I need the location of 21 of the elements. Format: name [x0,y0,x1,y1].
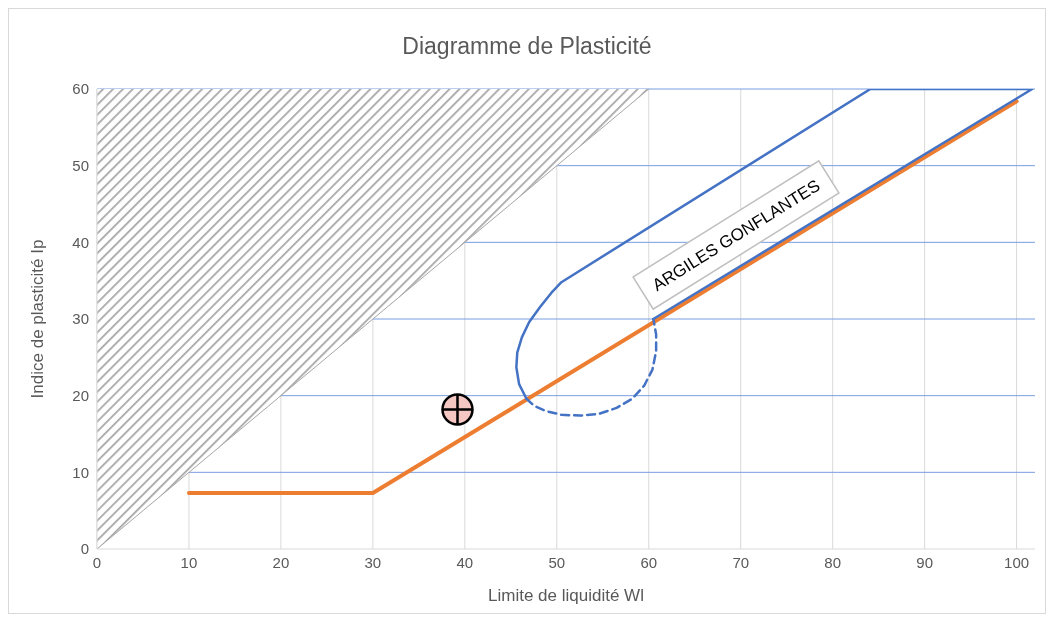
x-tick-label: 0 [92,553,102,571]
y-tick-label: 0 [80,540,89,558]
x-tick-label: 30 [364,553,382,571]
x-tick-label: 70 [732,553,750,571]
x-tick-label: 20 [272,553,290,571]
x-tick-label: 90 [916,553,933,571]
x-tick-label: 50 [548,553,566,571]
y-tick-label: 20 [72,386,89,404]
y-tick-label: 30 [72,310,89,328]
y-axis-title: Indice de plasticité Ip [28,239,48,399]
x-tick-label: 60 [640,553,658,571]
x-tick-label: 100 [1004,553,1030,571]
x-tick-label: 10 [180,553,198,571]
y-tick-label: 40 [72,233,89,251]
y-tick-label: 10 [72,463,89,481]
y-tick-label: 60 [72,80,89,98]
x-tick-label: 40 [456,553,474,571]
chart-title: Diagramme de Plasticité [401,32,653,61]
y-tick-label: 50 [72,156,89,174]
x-tick-label: 80 [824,553,842,571]
x-axis-title: Limite de liquidité Wl [488,586,644,605]
